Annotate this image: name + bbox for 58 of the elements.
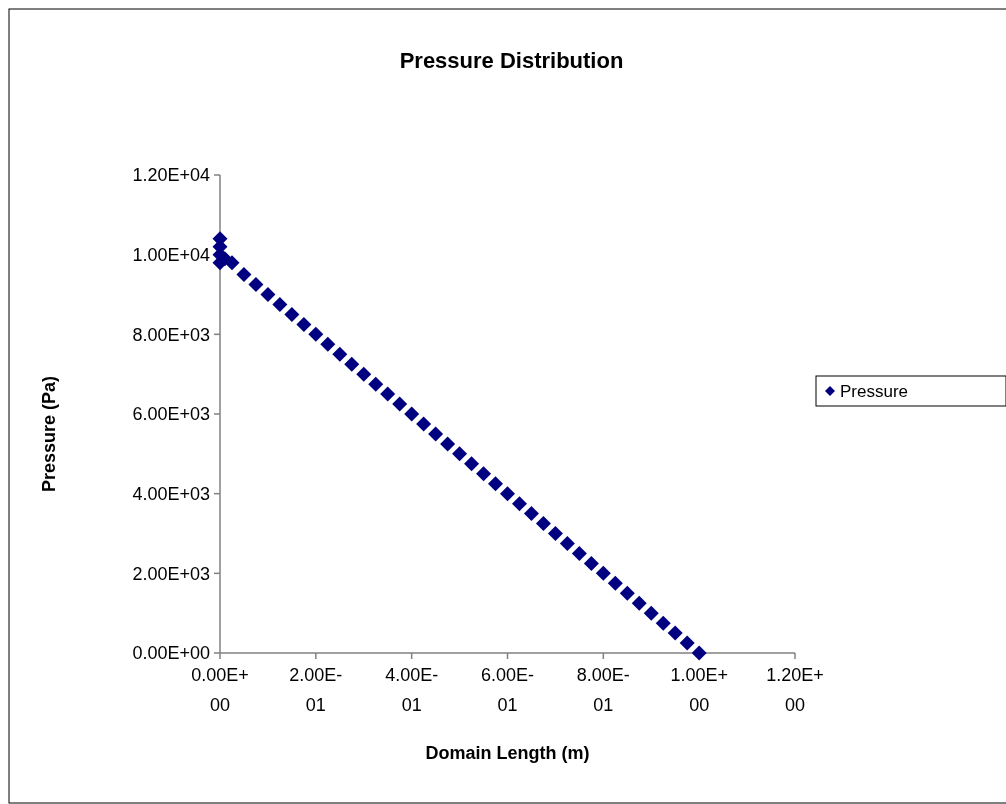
point: [595, 565, 611, 581]
y-axis-title: Pressure (Pa): [39, 375, 59, 493]
point: [559, 535, 575, 551]
x-tick-label: 6.00E-01: [480, 665, 535, 715]
point: [368, 376, 384, 392]
point: [500, 486, 515, 502]
point: [643, 605, 659, 621]
point: [476, 466, 492, 482]
point: [344, 356, 360, 372]
point: [236, 267, 252, 283]
y-tick-label: 1.20E+04: [132, 165, 210, 186]
point: [248, 277, 264, 293]
point: [428, 426, 444, 442]
point: [631, 595, 647, 611]
point: [452, 446, 468, 462]
x-tick-label: 2.00E-01: [289, 665, 343, 715]
y-tick-label: 4.00E+03: [132, 483, 210, 504]
point: [320, 336, 336, 352]
point: [296, 316, 312, 332]
x-tick-label: 1.00E+00: [670, 665, 728, 715]
point: [679, 635, 695, 651]
x-tick-label: 4.00E-01: [385, 665, 439, 715]
y-tick-label: 2.00E+03: [132, 563, 210, 584]
point: [272, 296, 288, 312]
point: [488, 476, 504, 492]
x-tick-label: 0.00E+00: [191, 665, 249, 715]
point: [356, 366, 372, 382]
x-tick-label: 1.20E+00: [766, 665, 824, 715]
point: [511, 496, 527, 512]
point: [416, 416, 432, 432]
point: [404, 406, 420, 422]
point: [523, 506, 539, 522]
point: [440, 436, 456, 452]
point: [224, 255, 240, 271]
point: [691, 645, 707, 661]
point: [607, 575, 623, 591]
point: [583, 555, 599, 571]
y-tick-label: 8.00E+03: [132, 324, 210, 345]
point: [655, 615, 671, 631]
point: [380, 386, 396, 402]
chart-title: Pressure Distribution: [399, 48, 624, 73]
y-tick-label: 6.00E+03: [132, 404, 210, 425]
point: [571, 545, 587, 561]
y-tick-label: 1.00E+04: [132, 244, 210, 265]
point: [464, 456, 480, 472]
y-tick-label: 0.00E+00: [132, 643, 210, 664]
x-axis-title: Domain Length (m): [425, 743, 590, 763]
point: [547, 526, 563, 541]
point: [392, 396, 408, 412]
point: [619, 585, 635, 601]
point: [667, 625, 683, 641]
point: [332, 346, 348, 362]
point: [284, 306, 300, 322]
point: [308, 326, 324, 342]
x-tick-label: 8.00E-01: [576, 665, 630, 715]
legend-label: Pressure: [840, 381, 909, 401]
point: [260, 287, 276, 302]
point: [535, 516, 551, 532]
